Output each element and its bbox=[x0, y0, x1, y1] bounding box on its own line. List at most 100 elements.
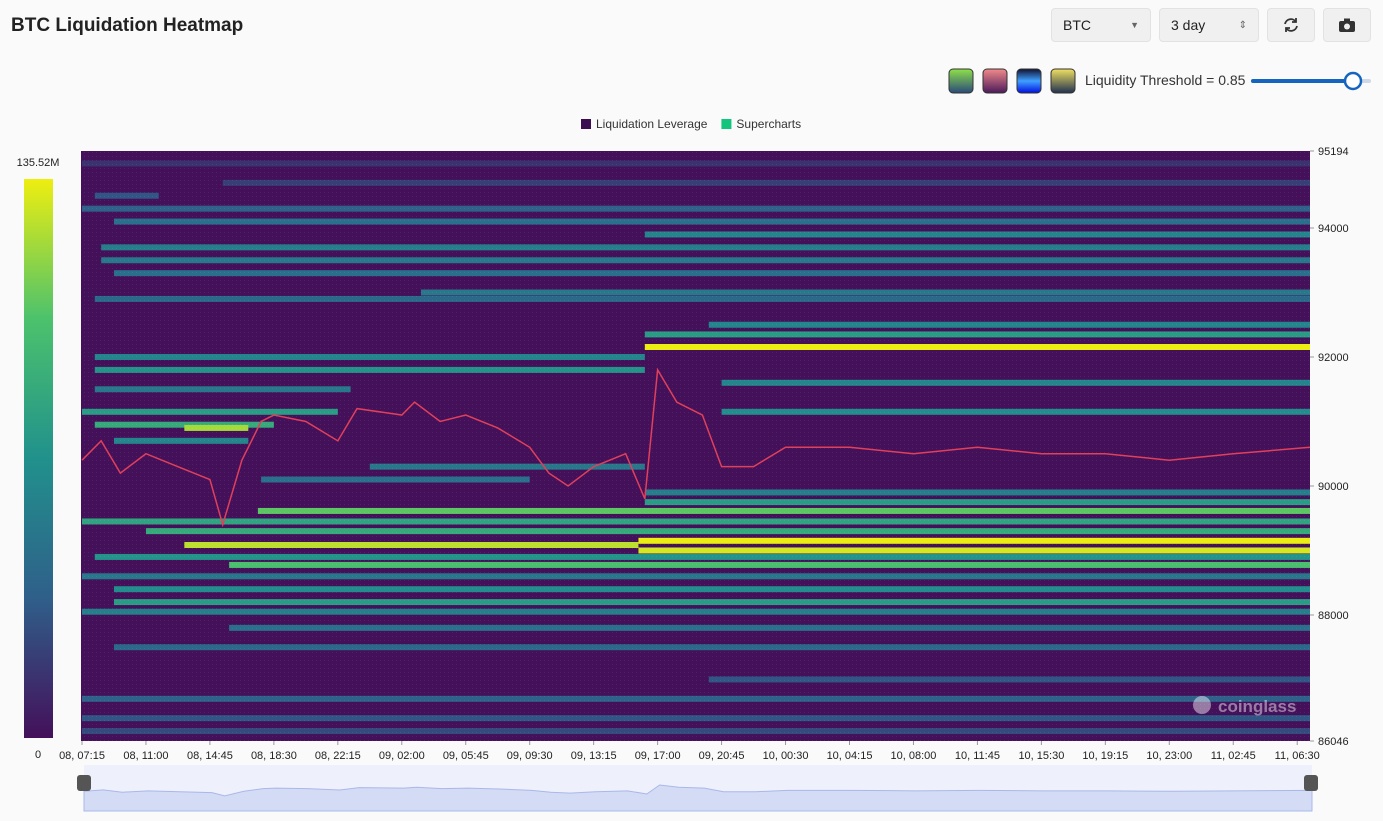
y-tick-label: 86046 bbox=[1318, 736, 1349, 748]
x-tick-label: 11, 02:45 bbox=[1211, 750, 1256, 762]
x-tick-label: 08, 18:30 bbox=[251, 750, 297, 762]
heat-band bbox=[257, 507, 1311, 514]
legend-label: Liquidation Leverage bbox=[596, 117, 708, 131]
heat-band bbox=[82, 695, 1310, 702]
heat-band bbox=[229, 561, 1311, 568]
y-tick-label: 90000 bbox=[1318, 481, 1349, 493]
x-tick-label: 08, 14:45 bbox=[187, 750, 233, 762]
heat-band bbox=[94, 366, 645, 373]
dropdown-arrow: ▼ bbox=[1130, 20, 1139, 30]
heat-band bbox=[721, 408, 1310, 415]
x-tick-label: 10, 23:00 bbox=[1146, 750, 1192, 762]
navigator-area bbox=[83, 784, 1313, 812]
color-scheme-swatches bbox=[948, 68, 1076, 94]
symbol-select[interactable]: BTC ▼ bbox=[1051, 8, 1151, 42]
heat-band bbox=[145, 528, 1310, 535]
legend-label: Supercharts bbox=[736, 117, 801, 131]
refresh-button[interactable] bbox=[1267, 8, 1315, 42]
heat-band bbox=[113, 218, 1311, 225]
color-swatch[interactable] bbox=[1050, 68, 1076, 94]
heat-band bbox=[94, 295, 1311, 302]
page-title: BTC Liquidation Heatmap bbox=[11, 15, 244, 36]
heat-band bbox=[369, 463, 645, 470]
spinner-arrows: ⇕ bbox=[1238, 19, 1247, 31]
heat-band bbox=[222, 179, 1310, 186]
heat-band bbox=[184, 424, 249, 431]
heat-band bbox=[708, 321, 1310, 328]
x-tick-label: 10, 04:15 bbox=[827, 750, 873, 762]
range-select[interactable]: 3 day ⇕ bbox=[1159, 8, 1259, 42]
refresh-icon bbox=[1284, 18, 1298, 32]
watermark-logo bbox=[1193, 696, 1211, 714]
heat-band bbox=[113, 599, 1311, 606]
heat-band bbox=[113, 644, 1311, 651]
heat-band bbox=[94, 421, 274, 428]
x-tick-label: 10, 00:30 bbox=[763, 750, 809, 762]
colorbar-max: 135.52M bbox=[17, 157, 60, 169]
color-swatch[interactable] bbox=[948, 68, 974, 94]
x-tick-label: 10, 19:15 bbox=[1082, 750, 1128, 762]
x-tick-label: 10, 11:45 bbox=[955, 750, 1000, 762]
range-value: 3 day bbox=[1171, 17, 1206, 33]
slider-knob[interactable] bbox=[1343, 71, 1363, 91]
watermark: coinglass bbox=[1218, 697, 1296, 716]
color-swatch[interactable] bbox=[982, 68, 1008, 94]
heat-band bbox=[644, 499, 1310, 506]
heat-band bbox=[94, 386, 351, 393]
y-tick-label: 94000 bbox=[1318, 223, 1349, 235]
heat-band bbox=[644, 331, 1310, 338]
colorbar bbox=[24, 179, 53, 738]
heat-band bbox=[94, 353, 645, 360]
heat-band bbox=[638, 547, 1310, 554]
x-tick-label: 09, 02:00 bbox=[379, 750, 425, 762]
threshold-label: Liquidity Threshold = 0.85 bbox=[1085, 72, 1246, 88]
plot-texture bbox=[81, 151, 1310, 741]
x-tick-label: 08, 07:15 bbox=[59, 750, 105, 762]
plot-background bbox=[81, 151, 1310, 741]
heat-band bbox=[261, 476, 530, 483]
heat-band bbox=[644, 489, 1310, 496]
x-tick-label: 09, 09:30 bbox=[507, 750, 553, 762]
x-tick-label: 10, 08:00 bbox=[891, 750, 937, 762]
x-tick-label: 08, 22:15 bbox=[315, 750, 361, 762]
heat-band bbox=[94, 192, 159, 199]
x-tick-label: 09, 13:15 bbox=[571, 750, 617, 762]
navigator-background bbox=[84, 765, 1312, 811]
navigator-handle[interactable] bbox=[77, 775, 91, 791]
x-tick-label: 09, 17:00 bbox=[635, 750, 681, 762]
x-tick-label: 09, 05:45 bbox=[443, 750, 489, 762]
camera-icon bbox=[1339, 18, 1355, 32]
heat-band bbox=[82, 205, 1310, 212]
heat-band bbox=[708, 676, 1310, 683]
heat-band bbox=[82, 518, 1310, 525]
heat-band bbox=[101, 244, 1310, 251]
slider-fill bbox=[1251, 79, 1353, 83]
heat-band bbox=[101, 257, 1310, 264]
heat-band bbox=[82, 608, 1310, 615]
heat-band bbox=[82, 573, 1310, 580]
x-tick-label: 11, 06:30 bbox=[1275, 750, 1320, 762]
navigator-handle[interactable] bbox=[1304, 775, 1318, 791]
heat-band bbox=[638, 537, 1310, 544]
heat-band bbox=[644, 231, 1310, 238]
screenshot-button[interactable] bbox=[1323, 8, 1371, 42]
y-tick-label: 95194 bbox=[1318, 146, 1349, 158]
heat-band bbox=[94, 553, 1311, 560]
legend-swatch bbox=[581, 119, 591, 129]
x-tick-label: 08, 11:00 bbox=[123, 750, 168, 762]
price-line bbox=[81, 367, 1311, 528]
colorbar-min: 0 bbox=[35, 749, 41, 761]
symbol-value: BTC bbox=[1063, 17, 1091, 33]
heat-band bbox=[113, 437, 249, 444]
color-swatch[interactable] bbox=[1016, 68, 1042, 94]
heat-band bbox=[721, 379, 1310, 386]
legend-swatch bbox=[721, 119, 732, 129]
x-tick-label: 10, 15:30 bbox=[1018, 750, 1064, 762]
x-tick-label: 09, 20:45 bbox=[699, 750, 745, 762]
heat-band bbox=[82, 408, 338, 415]
heat-band bbox=[82, 728, 1310, 735]
heat-band bbox=[113, 270, 1311, 277]
heat-band bbox=[229, 624, 1311, 631]
